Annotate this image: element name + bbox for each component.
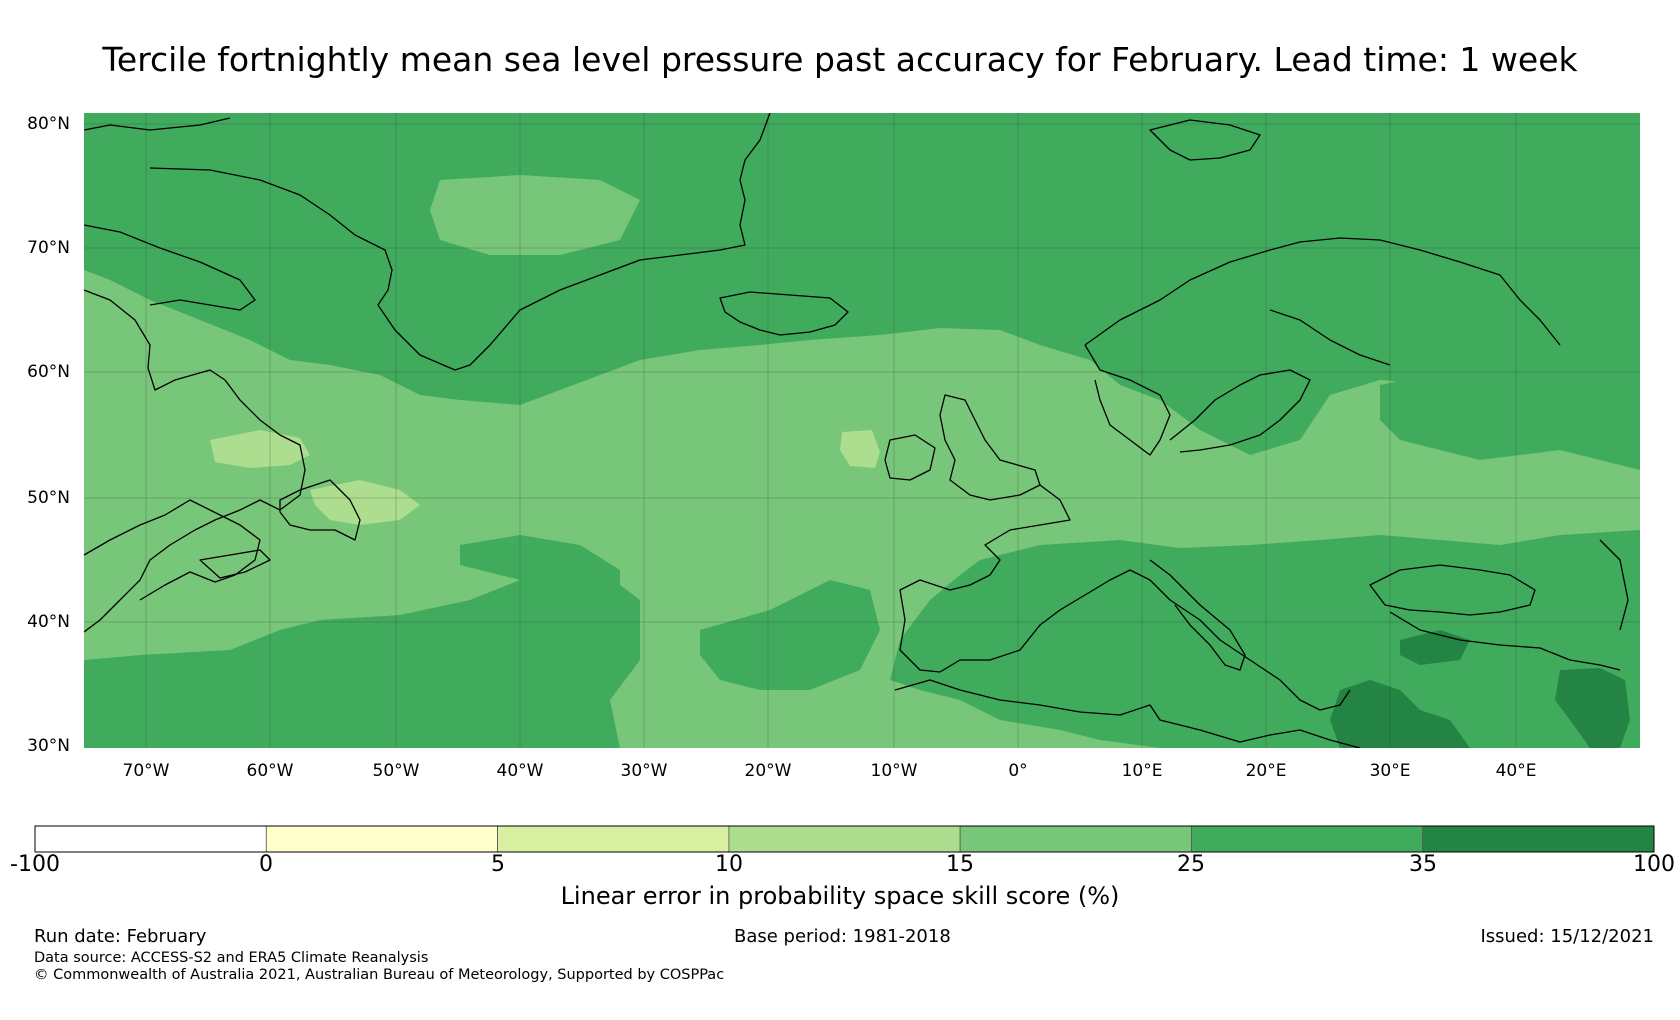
lon-label-30e: 30°E (1369, 761, 1411, 781)
issued-date: Issued: 15/12/2021 (1480, 926, 1654, 947)
lat-label-50: 50°N (27, 488, 70, 508)
lon-label-0: 0° (1008, 761, 1028, 781)
colorbar-tick-1: 0 (259, 852, 273, 877)
skill-region-eurasia (1380, 360, 1640, 470)
coast-black-sea (1369, 564, 1536, 616)
skill-region-inner-light (430, 175, 640, 255)
lat-label-70: 70°N (27, 238, 70, 258)
colorbar-segment-3 (728, 825, 961, 853)
colorbar-segment-6 (1422, 825, 1655, 853)
colorbar-tick-7: 100 (1633, 852, 1675, 877)
coast-greenland-north (84, 117, 231, 131)
coast-baltic (1169, 369, 1311, 453)
colorbar-segment-5 (1191, 825, 1424, 853)
lon-label-50w: 50°W (372, 761, 420, 781)
lon-label-30w: 30°W (620, 761, 668, 781)
coastlines (84, 113, 1629, 748)
coast-svalbard (1149, 119, 1261, 161)
skill-region-newfoundland-low (310, 480, 420, 525)
lon-label-10w: 10°W (870, 761, 918, 781)
lon-label-20w: 20°W (744, 761, 792, 781)
skill-region-ireland-west-low (840, 430, 880, 468)
colorbar-segment-0 (34, 825, 267, 853)
skill-region-high-east-med (1330, 680, 1470, 748)
coast-greenland (149, 113, 771, 371)
coast-continental-europe (899, 484, 1351, 711)
skill-region-mediterranean (890, 530, 1640, 748)
coast-great-britain (939, 394, 1041, 501)
coast-ellesmere (84, 224, 256, 311)
run-date: Run date: February (34, 926, 207, 947)
colorbar-tick-0: -100 (10, 852, 60, 877)
coast-iceland (719, 291, 849, 336)
coast-nova-scotia (199, 549, 271, 579)
map-title: Tercile fortnightly mean sea level press… (102, 40, 1578, 79)
lat-label-60: 60°N (27, 362, 70, 382)
lon-label-70w: 70°W (122, 761, 170, 781)
coast-baffin (84, 289, 306, 633)
skill-region-high-middle-east (1555, 668, 1630, 748)
lat-label-30: 30°N (27, 736, 70, 756)
skill-region-southwest-atlantic (84, 570, 640, 748)
copyright: © Commonwealth of Australia 2021, Austra… (34, 967, 725, 983)
colorbar-tick-2: 5 (491, 852, 505, 877)
coast-ireland (884, 434, 936, 481)
colorbar-tick-5: 25 (1177, 852, 1205, 877)
colorbar-segment-4 (959, 825, 1192, 853)
colorbar-border (34, 825, 1655, 853)
skill-region-east-atlantic (700, 580, 880, 690)
coast-turkey (1389, 611, 1621, 671)
colorbar (34, 825, 1655, 853)
lat-label-40: 40°N (27, 612, 70, 632)
colorbar-tick-3: 10 (715, 852, 743, 877)
lon-label-60w: 60°W (246, 761, 294, 781)
lat-label-80: 80°N (27, 114, 70, 134)
lon-label-10e: 10°E (1121, 761, 1163, 781)
colorbar-tick-6: 35 (1409, 852, 1437, 877)
data-source: Data source: ACCESS-S2 and ERA5 Climate … (34, 950, 429, 966)
colorbar-title: Linear error in probability space skill … (560, 882, 1120, 910)
skill-region-central-atlantic (460, 535, 620, 600)
coast-labrador (84, 499, 261, 601)
graticule (84, 113, 1640, 748)
coast-north-africa (894, 679, 1361, 748)
lon-label-40e: 40°E (1495, 761, 1537, 781)
lon-label-20e: 20°E (1245, 761, 1287, 781)
coast-caspian (1599, 539, 1629, 631)
coast-scandinavia (1084, 237, 1561, 456)
coast-gulf-of-finland (1269, 309, 1391, 366)
coast-newfoundland (279, 479, 361, 541)
lon-label-40w: 40°W (496, 761, 544, 781)
skill-region-labrador-low (210, 430, 310, 468)
colorbar-segment-1 (265, 825, 498, 853)
base-period: Base period: 1981-2018 (734, 926, 951, 947)
colorbar-segment-2 (497, 825, 730, 853)
coast-italy (1149, 559, 1246, 671)
colorbar-tick-4: 15 (946, 852, 974, 877)
